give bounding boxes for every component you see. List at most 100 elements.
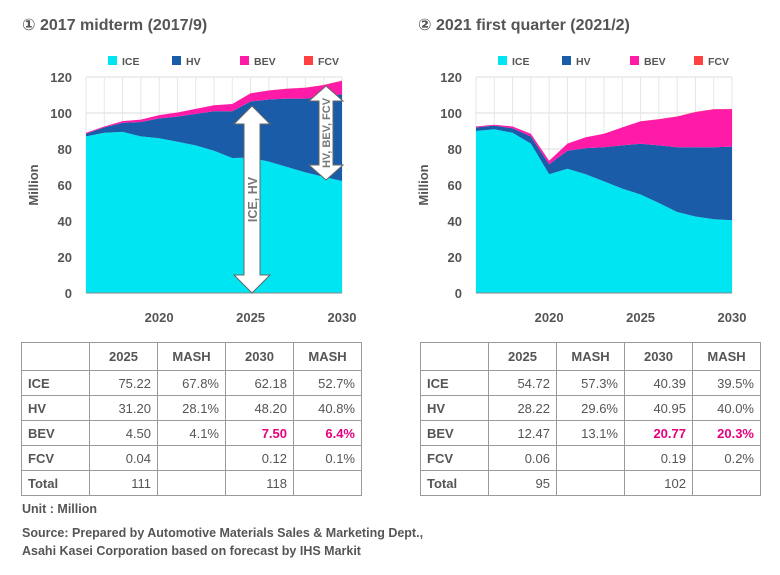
chart1-ytick-20: 20 — [58, 250, 72, 265]
chart1-area-hv — [86, 94, 342, 182]
chart2-legend-label-fcv: FCV — [708, 56, 729, 68]
table2-cell: ICE — [420, 370, 489, 396]
table1-header-cell: 2025 — [89, 342, 158, 371]
table2-cell: 0.19 — [624, 445, 693, 471]
table2-cell: 40.0% — [692, 395, 761, 421]
table1-cell: HV — [21, 395, 90, 421]
table1-row-total: Total 111 118 — [21, 470, 362, 496]
chart1-arrow-ice-hv — [232, 105, 272, 294]
chart1-arrow-label-hv-bev-fcv: HV, BEV, FCV — [321, 97, 333, 168]
chart2-legend-label-ice: ICE — [512, 56, 530, 68]
table2-header-cell: MASH — [556, 342, 625, 371]
chart1-legend-label-fcv: FCV — [318, 56, 339, 68]
table1-cell: 28.1% — [157, 395, 226, 421]
chart1-arrow-hv-bev-fcv — [307, 85, 345, 181]
chart2-legend-swatch-ice — [498, 56, 507, 65]
table2-cell: 20.3% — [692, 420, 761, 446]
table2-cell: 29.6% — [556, 395, 625, 421]
chart1-ytick-40: 40 — [58, 214, 72, 229]
chart2-ytick-60: 60 — [448, 178, 462, 193]
chart2-area-ice — [476, 129, 732, 293]
table1-header-row: 2025 MASH 2030 MASH — [21, 342, 362, 371]
table2-cell: 28.22 — [488, 395, 557, 421]
chart1-area-ice — [86, 131, 342, 293]
table-2021-first-quarter: 2025 MASH 2030 MASH ICE 54.72 57.3% 40.39 39.5% H… — [420, 342, 761, 496]
chart2-svg: 0 20 40 60 80 100 120 2020 2025 2030 Million ICE HV B… — [416, 56, 747, 325]
chart1-legend-swatch-ice — [108, 56, 117, 65]
table2-row-total: Total 95 102 — [420, 470, 761, 496]
chart2-ytick-100: 100 — [440, 106, 462, 121]
table1-cell: FCV — [21, 445, 90, 471]
chart1-ytick-100: 100 — [50, 106, 72, 121]
table2-cell: 13.1% — [556, 420, 625, 446]
table1-cell — [293, 470, 362, 496]
chart1-ytick-120: 120 — [50, 70, 72, 85]
table1-cell: 0.04 — [89, 445, 158, 471]
chart2-xtick-2020: 2020 — [535, 310, 564, 325]
table2-cell — [692, 470, 761, 496]
chart1-title: ① 2017 midterm (2017/9) — [22, 17, 208, 34]
table2-cell: 40.95 — [624, 395, 693, 421]
table2-cell: FCV — [420, 445, 489, 471]
chart2-ytick-20: 20 — [448, 250, 462, 265]
table2-header-row: 2025 MASH 2030 MASH — [420, 342, 761, 371]
table1-header-cell: 2030 — [225, 342, 294, 371]
chart2-xtick-2030: 2030 — [718, 310, 747, 325]
chart2-ytick-40: 40 — [448, 214, 462, 229]
chart2-legend-swatch-fcv — [694, 56, 703, 65]
chart2-ytick-0: 0 — [455, 286, 462, 301]
unit-note: Unit : Million — [22, 502, 97, 516]
chart1-svg: 0 20 40 60 80 100 120 2020 2025 2030 Million ICE HV B… — [26, 56, 356, 325]
source-note-line2: Asahi Kasei Corporation based on forecas… — [22, 544, 361, 558]
chart2-legend-label-bev: BEV — [644, 56, 666, 68]
chart1-legend-swatch-hv — [172, 56, 181, 65]
table2-header-cell — [420, 342, 489, 371]
table1-cell — [157, 445, 226, 471]
chart2-xtick-2025: 2025 — [626, 310, 655, 325]
chart1-ytick-60: 60 — [58, 178, 72, 193]
chart2-legend-label-hv: HV — [576, 56, 591, 68]
chart2-ytick-80: 80 — [448, 142, 462, 157]
table2-row-ice: ICE 54.72 57.3% 40.39 39.5% — [420, 370, 761, 396]
table1-row-bev: BEV 4.50 4.1% 7.50 6.4% — [21, 420, 362, 446]
table1-cell: BEV — [21, 420, 90, 446]
chart1-xtick-2020: 2020 — [145, 310, 174, 325]
table1-cell: 0.1% — [293, 445, 362, 471]
chart1-xtick-2025: 2025 — [236, 310, 265, 325]
table2-cell: 102 — [624, 470, 693, 496]
table1-cell: 75.22 — [89, 370, 158, 396]
table1-cell: ICE — [21, 370, 90, 396]
table1-cell: 31.20 — [89, 395, 158, 421]
table2-cell: HV — [420, 395, 489, 421]
table1-cell: 4.1% — [157, 420, 226, 446]
chart1-arrow-label-ice-hv: ICE, HV — [246, 176, 260, 222]
table1-cell: 48.20 — [225, 395, 294, 421]
table1-cell: 0.12 — [225, 445, 294, 471]
table1-row-ice: ICE 75.22 67.8% 62.18 52.7% — [21, 370, 362, 396]
table1-cell: 67.8% — [157, 370, 226, 396]
chart2-legend-swatch-hv — [562, 56, 571, 65]
table2-row-hv: HV 28.22 29.6% 40.95 40.0% — [420, 395, 761, 421]
chart2-area-bev — [476, 109, 732, 165]
chart1-area-bev — [86, 80, 342, 134]
table2-cell: 20.77 — [624, 420, 693, 446]
table1-cell: 40.8% — [293, 395, 362, 421]
table1-cell: Total — [21, 470, 90, 496]
chart2-area-hv — [476, 125, 732, 221]
table1-cell: 111 — [89, 470, 158, 496]
table2-header-cell: 2025 — [488, 342, 557, 371]
chart1-legend-swatch-bev — [240, 56, 249, 65]
table2-cell: 95 — [488, 470, 557, 496]
chart1-ytick-80: 80 — [58, 142, 72, 157]
chart1-legend-label-hv: HV — [186, 56, 201, 68]
table1-header-cell: MASH — [293, 342, 362, 371]
table1-cell: 52.7% — [293, 370, 362, 396]
table2-cell: 0.06 — [488, 445, 557, 471]
table2-row-bev: BEV 12.47 13.1% 20.77 20.3% — [420, 420, 761, 446]
table2-cell: 54.72 — [488, 370, 557, 396]
chart1-legend-label-ice: ICE — [122, 56, 140, 68]
table2-cell: 57.3% — [556, 370, 625, 396]
table2-cell: 39.5% — [692, 370, 761, 396]
chart1-legend-label-bev: BEV — [254, 56, 276, 68]
table2-cell — [556, 445, 625, 471]
